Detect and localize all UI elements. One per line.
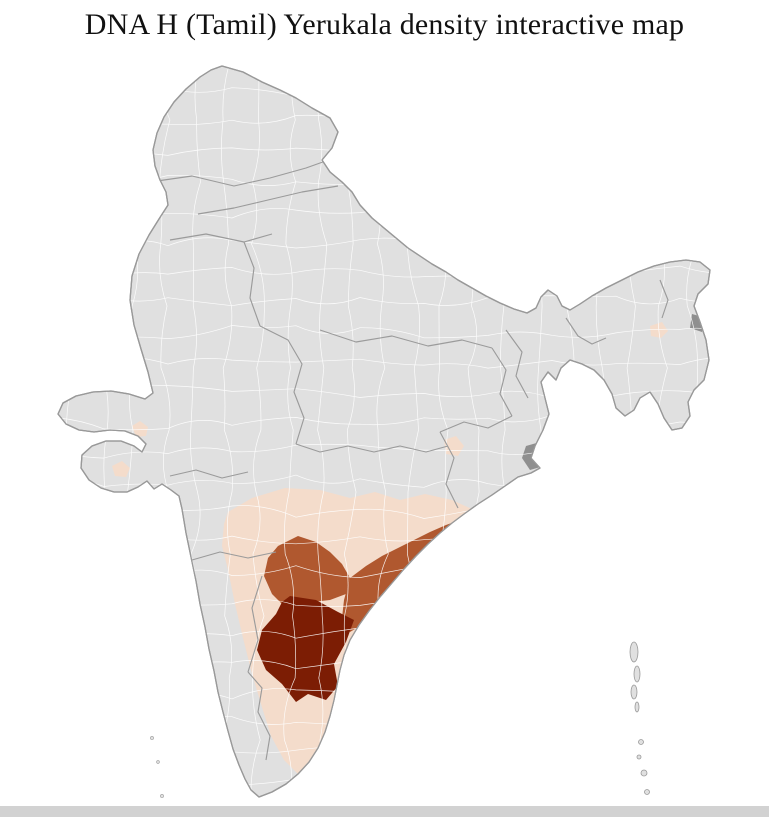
bottom-strip bbox=[0, 806, 769, 817]
state-borders bbox=[149, 157, 669, 761]
low-density-patch-gujarat[interactable] bbox=[132, 421, 148, 437]
gray-district-bengal-coast[interactable] bbox=[540, 464, 556, 482]
india-landmass[interactable] bbox=[57, 65, 711, 798]
islands-andaman-nicobar[interactable] bbox=[629, 641, 650, 795]
low-density-patch-saurashtra[interactable] bbox=[112, 461, 130, 477]
high-density-region[interactable] bbox=[257, 596, 354, 702]
high-density-cluster[interactable] bbox=[257, 596, 354, 702]
india-outline bbox=[57, 65, 711, 798]
islands-lakshadweep[interactable] bbox=[150, 736, 164, 798]
